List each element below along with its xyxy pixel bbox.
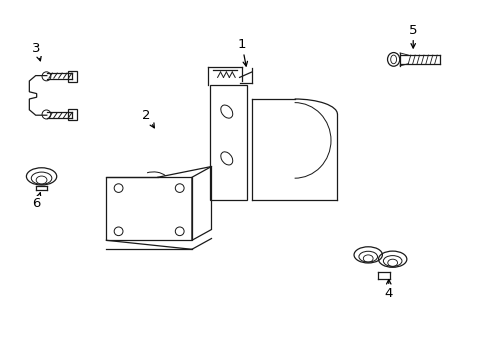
Text: 3: 3	[32, 42, 41, 61]
Bar	[68, 109, 77, 120]
Text: 2: 2	[142, 109, 154, 128]
Bar	[68, 71, 77, 82]
Bar	[210, 85, 246, 200]
Text: 5: 5	[408, 24, 417, 48]
Text: 4: 4	[384, 280, 392, 300]
Text: 1: 1	[237, 39, 247, 66]
Text: 6: 6	[32, 193, 41, 210]
